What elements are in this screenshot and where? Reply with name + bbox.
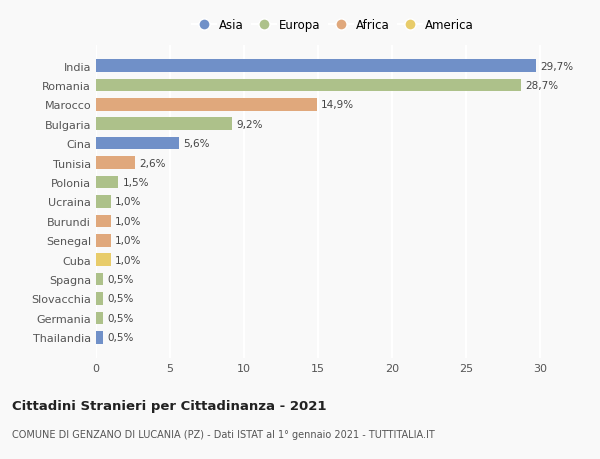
Text: 0,5%: 0,5% bbox=[108, 274, 134, 285]
Text: 1,0%: 1,0% bbox=[115, 255, 142, 265]
Text: 0,5%: 0,5% bbox=[108, 333, 134, 342]
Text: 9,2%: 9,2% bbox=[237, 119, 263, 129]
Text: 1,0%: 1,0% bbox=[115, 216, 142, 226]
Bar bbox=[96, 60, 536, 73]
Bar bbox=[96, 99, 317, 112]
Text: 1,5%: 1,5% bbox=[122, 178, 149, 188]
Bar bbox=[96, 118, 232, 131]
Text: 2,6%: 2,6% bbox=[139, 158, 166, 168]
Bar bbox=[96, 176, 118, 189]
Bar bbox=[96, 235, 111, 247]
Bar bbox=[96, 215, 111, 228]
Bar bbox=[96, 79, 521, 92]
Text: COMUNE DI GENZANO DI LUCANIA (PZ) - Dati ISTAT al 1° gennaio 2021 - TUTTITALIA.I: COMUNE DI GENZANO DI LUCANIA (PZ) - Dati… bbox=[12, 429, 435, 439]
Bar bbox=[96, 331, 103, 344]
Bar bbox=[96, 273, 103, 286]
Text: Cittadini Stranieri per Cittadinanza - 2021: Cittadini Stranieri per Cittadinanza - 2… bbox=[12, 399, 326, 412]
Text: 1,0%: 1,0% bbox=[115, 236, 142, 246]
Text: 14,9%: 14,9% bbox=[321, 100, 354, 110]
Text: 28,7%: 28,7% bbox=[526, 81, 559, 91]
Legend: Asia, Europa, Africa, America: Asia, Europa, Africa, America bbox=[187, 14, 479, 37]
Bar bbox=[96, 292, 103, 305]
Text: 29,7%: 29,7% bbox=[541, 62, 574, 71]
Text: 1,0%: 1,0% bbox=[115, 197, 142, 207]
Bar bbox=[96, 196, 111, 208]
Text: 0,5%: 0,5% bbox=[108, 313, 134, 323]
Bar bbox=[96, 312, 103, 325]
Text: 0,5%: 0,5% bbox=[108, 294, 134, 304]
Bar bbox=[96, 254, 111, 266]
Text: 5,6%: 5,6% bbox=[184, 139, 210, 149]
Bar bbox=[96, 138, 179, 150]
Bar bbox=[96, 157, 134, 169]
